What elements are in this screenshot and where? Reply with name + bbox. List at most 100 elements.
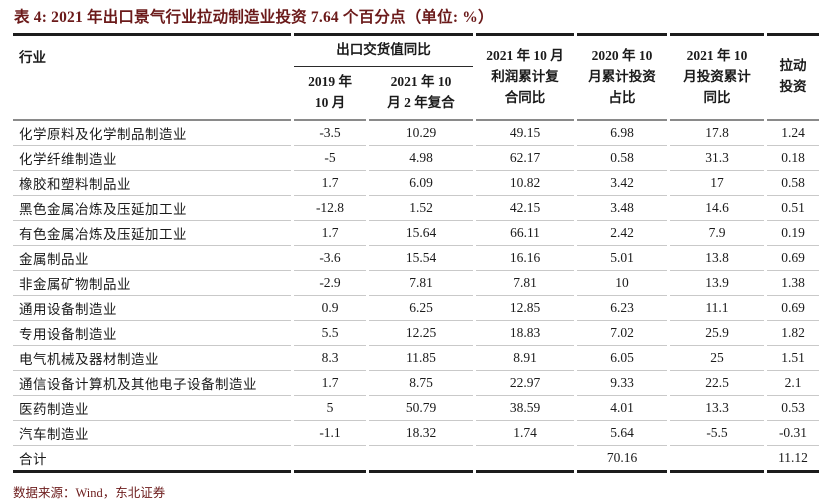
table-row: 合计 70.16 11.12 (13, 446, 819, 473)
value-cell-investment-share: 7.02 (577, 321, 667, 346)
value-cell-export-2021-cagr: 8.75 (369, 371, 473, 396)
data-table: 行业 出口交货值同比 2021 年 10 月 利润累计复 合同比 2020 年 … (10, 32, 822, 473)
value-cell-export-2021-cagr: 12.25 (369, 321, 473, 346)
value-cell-export-2021-cagr (369, 446, 473, 473)
value-cell-pull: 2.1 (767, 371, 819, 396)
value-cell-pull: 1.51 (767, 346, 819, 371)
table-header: 行业 出口交货值同比 2021 年 10 月 利润累计复 合同比 2020 年 … (13, 32, 819, 121)
table-row: 有色金属冶炼及压延加工业 1.7 15.64 66.11 2.42 7.9 0.… (13, 221, 819, 246)
value-cell-profit-cagr: 42.15 (476, 196, 574, 221)
value-cell-pull: 1.38 (767, 271, 819, 296)
value-cell-investment-yoy: 13.3 (670, 396, 764, 421)
value-cell-export-2019: -2.9 (294, 271, 366, 296)
value-cell-export-2021-cagr: 15.54 (369, 246, 473, 271)
value-cell-investment-share: 5.64 (577, 421, 667, 446)
value-cell-export-2021-cagr: 18.32 (369, 421, 473, 446)
value-cell-investment-share: 5.01 (577, 246, 667, 271)
value-cell-export-2019: 8.3 (294, 346, 366, 371)
industry-name-cell: 非金属矿物制品业 (13, 271, 291, 296)
table-row: 金属制品业 -3.6 15.54 16.16 5.01 13.8 0.69 (13, 246, 819, 271)
value-cell-profit-cagr: 7.81 (476, 271, 574, 296)
value-cell-export-2021-cagr: 7.81 (369, 271, 473, 296)
value-cell-profit-cagr: 18.83 (476, 321, 574, 346)
value-cell-pull: 11.12 (767, 446, 819, 473)
industry-name-cell: 电气机械及器材制造业 (13, 346, 291, 371)
table-row: 医药制造业 5 50.79 38.59 4.01 13.3 0.53 (13, 396, 819, 421)
value-cell-investment-yoy: 25 (670, 346, 764, 371)
value-cell-investment-share: 2.42 (577, 221, 667, 246)
value-cell-export-2019 (294, 446, 366, 473)
value-cell-investment-yoy: 7.9 (670, 221, 764, 246)
value-cell-investment-yoy: -5.5 (670, 421, 764, 446)
value-cell-profit-cagr: 10.82 (476, 171, 574, 196)
value-cell-investment-yoy: 13.9 (670, 271, 764, 296)
value-cell-export-2019: -12.8 (294, 196, 366, 221)
value-cell-pull: 0.19 (767, 221, 819, 246)
table-row: 通信设备计算机及其他电子设备制造业 1.7 8.75 22.97 9.33 22… (13, 371, 819, 396)
value-cell-investment-share: 0.58 (577, 146, 667, 171)
table-body: 化学原料及化学制品制造业 -3.5 10.29 49.15 6.98 17.8 … (13, 121, 819, 473)
value-cell-pull: 0.58 (767, 171, 819, 196)
value-cell-pull: 1.82 (767, 321, 819, 346)
table-row: 非金属矿物制品业 -2.9 7.81 7.81 10 13.9 1.38 (13, 271, 819, 296)
value-cell-export-2021-cagr: 10.29 (369, 121, 473, 146)
value-cell-export-2019: 5.5 (294, 321, 366, 346)
value-cell-export-2021-cagr: 11.85 (369, 346, 473, 371)
value-cell-investment-yoy: 22.5 (670, 371, 764, 396)
value-cell-investment-share: 3.48 (577, 196, 667, 221)
value-cell-export-2021-cagr: 6.09 (369, 171, 473, 196)
column-header-investment-yoy: 2021 年 10 月投资累计 同比 (670, 32, 764, 121)
column-subheader-2019-oct: 2019 年 10 月 (294, 67, 366, 121)
table-row: 专用设备制造业 5.5 12.25 18.83 7.02 25.9 1.82 (13, 321, 819, 346)
value-cell-investment-yoy: 17.8 (670, 121, 764, 146)
industry-name-cell: 汽车制造业 (13, 421, 291, 446)
column-header-investment-share: 2020 年 10 月累计投资 占比 (577, 32, 667, 121)
value-cell-investment-yoy (670, 446, 764, 473)
value-cell-profit-cagr: 8.91 (476, 346, 574, 371)
value-cell-profit-cagr: 49.15 (476, 121, 574, 146)
data-source-note: 数据来源：Wind，东北证券 (13, 485, 166, 499)
value-cell-investment-share: 6.98 (577, 121, 667, 146)
value-cell-pull: 0.69 (767, 296, 819, 321)
value-cell-profit-cagr: 66.11 (476, 221, 574, 246)
value-cell-profit-cagr: 1.74 (476, 421, 574, 446)
industry-name-cell: 化学原料及化学制品制造业 (13, 121, 291, 146)
industry-name-cell: 黑色金属冶炼及压延加工业 (13, 196, 291, 221)
table-row: 通用设备制造业 0.9 6.25 12.85 6.23 11.1 0.69 (13, 296, 819, 321)
table-row: 橡胶和塑料制品业 1.7 6.09 10.82 3.42 17 0.58 (13, 171, 819, 196)
value-cell-investment-share: 6.05 (577, 346, 667, 371)
value-cell-profit-cagr: 62.17 (476, 146, 574, 171)
value-cell-export-2019: -3.6 (294, 246, 366, 271)
value-cell-profit-cagr (476, 446, 574, 473)
value-cell-pull: 0.69 (767, 246, 819, 271)
industry-name-cell: 专用设备制造业 (13, 321, 291, 346)
value-cell-investment-share: 9.33 (577, 371, 667, 396)
value-cell-export-2021-cagr: 1.52 (369, 196, 473, 221)
value-cell-investment-yoy: 17 (670, 171, 764, 196)
industry-name-cell: 医药制造业 (13, 396, 291, 421)
value-cell-pull: -0.31 (767, 421, 819, 446)
value-cell-investment-yoy: 14.6 (670, 196, 764, 221)
table-row: 化学纤维制造业 -5 4.98 62.17 0.58 31.3 0.18 (13, 146, 819, 171)
value-cell-export-2019: 1.7 (294, 171, 366, 196)
industry-name-cell: 有色金属冶炼及压延加工业 (13, 221, 291, 246)
column-header-profit-cagr: 2021 年 10 月 利润累计复 合同比 (476, 32, 574, 121)
value-cell-export-2019: -1.1 (294, 421, 366, 446)
industry-name-cell: 金属制品业 (13, 246, 291, 271)
value-cell-investment-yoy: 13.8 (670, 246, 764, 271)
column-group-header-export-delivery: 出口交货值同比 (294, 32, 473, 67)
value-cell-export-2019: 0.9 (294, 296, 366, 321)
industry-name-cell: 合计 (13, 446, 291, 473)
table-row: 汽车制造业 -1.1 18.32 1.74 5.64 -5.5 -0.31 (13, 421, 819, 446)
table-row: 黑色金属冶炼及压延加工业 -12.8 1.52 42.15 3.48 14.6 … (13, 196, 819, 221)
value-cell-export-2019: 1.7 (294, 221, 366, 246)
value-cell-investment-yoy: 11.1 (670, 296, 764, 321)
value-cell-profit-cagr: 12.85 (476, 296, 574, 321)
value-cell-pull: 0.53 (767, 396, 819, 421)
industry-name-cell: 通信设备计算机及其他电子设备制造业 (13, 371, 291, 396)
value-cell-profit-cagr: 16.16 (476, 246, 574, 271)
value-cell-export-2021-cagr: 15.64 (369, 221, 473, 246)
value-cell-export-2019: 1.7 (294, 371, 366, 396)
industry-name-cell: 化学纤维制造业 (13, 146, 291, 171)
